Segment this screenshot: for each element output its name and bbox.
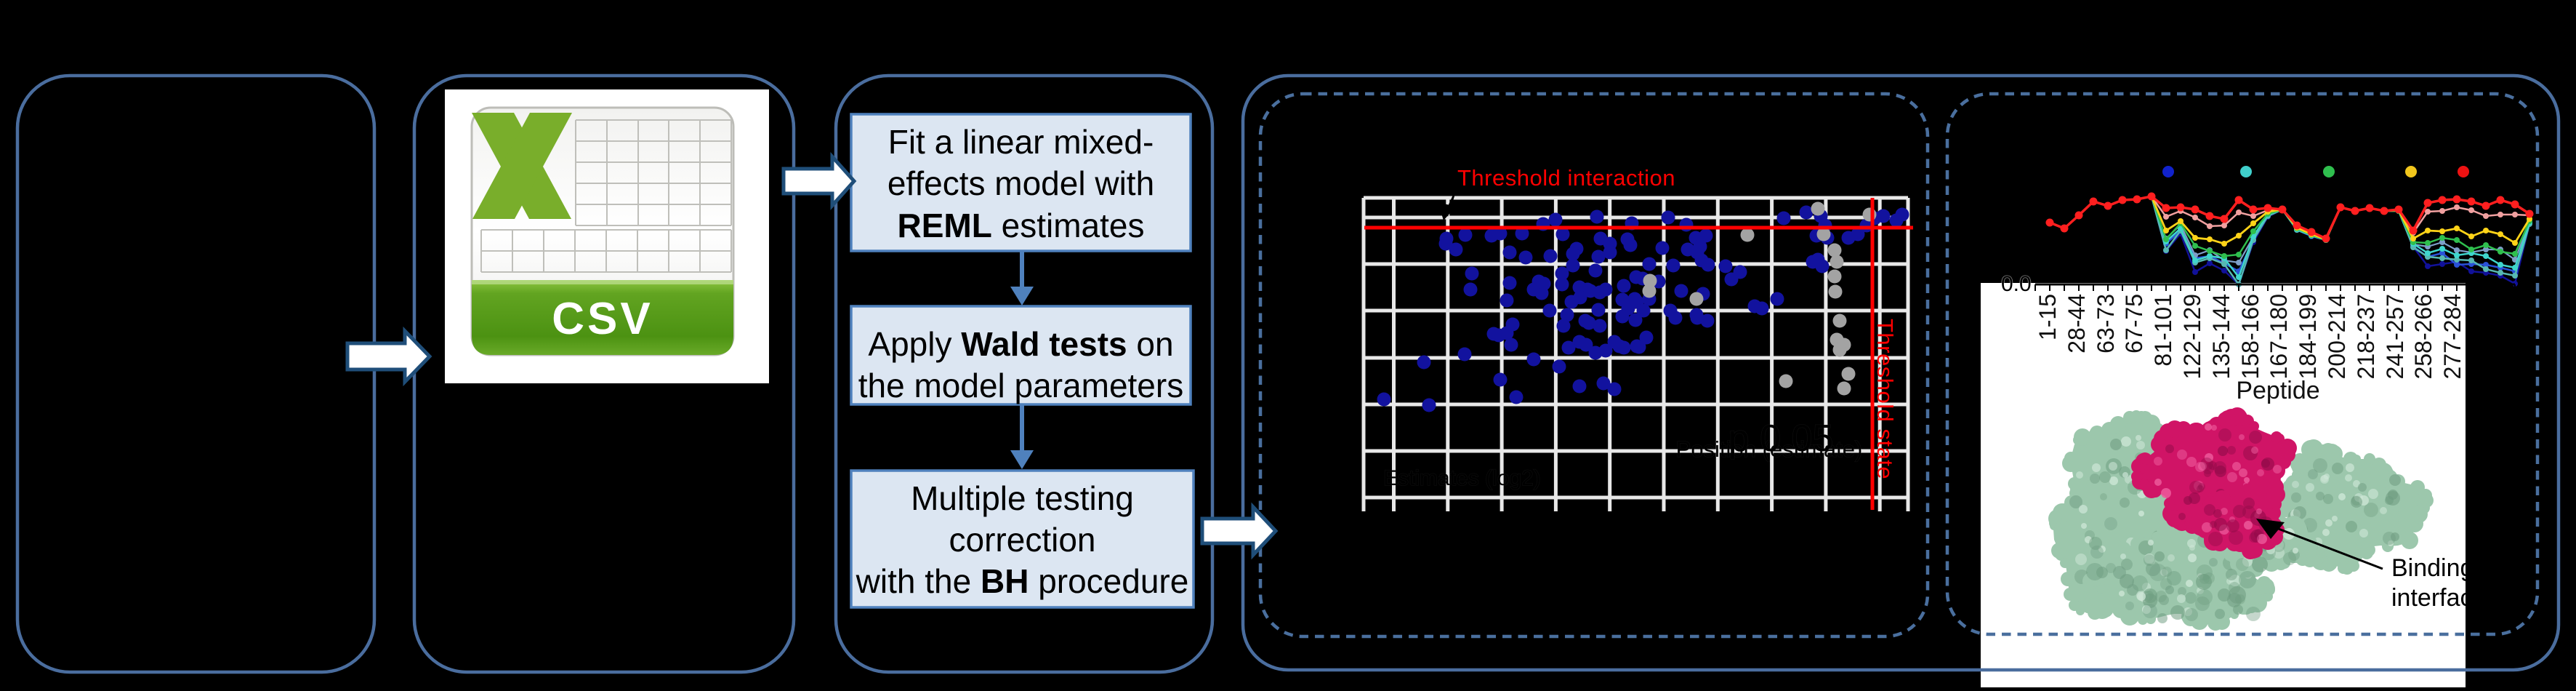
svg-text:184-199: 184-199 [2295, 294, 2321, 379]
svg-text:241-257: 241-257 [2382, 294, 2408, 379]
svg-text:Threshold state: Threshold state [1872, 319, 1898, 479]
svg-text:Fit a linear mixed-: Fit a linear mixed- [888, 123, 1154, 161]
svg-text:Peptide: Peptide [2236, 377, 2319, 404]
svg-text:67-75: 67-75 [2121, 294, 2147, 354]
svg-text:Multiple testing: Multiple testing [911, 479, 1134, 517]
svg-text:167-180: 167-180 [2266, 294, 2292, 379]
svg-text:200-214: 200-214 [2324, 294, 2350, 379]
svg-text:1-15: 1-15 [2034, 294, 2061, 340]
svg-text:158-166: 158-166 [2237, 294, 2263, 379]
svg-text:the model parameters: the model parameters [858, 367, 1183, 404]
svg-text:277-284: 277-284 [2439, 294, 2466, 379]
svg-text:122-129: 122-129 [2179, 294, 2205, 379]
svg-text:Apply Wald tests on: Apply Wald tests on [868, 325, 1173, 363]
svg-text:correction: correction [949, 521, 1096, 559]
svg-text:135-144: 135-144 [2208, 294, 2234, 379]
svg-text:Estimates (log2): Estimates (log2) [1383, 466, 1541, 490]
svg-text:CSV: CSV [552, 294, 653, 344]
svg-text:with the BH procedure: with the BH procedure [856, 562, 1189, 600]
svg-text:p 0 05: p 0 05 [1728, 418, 1834, 460]
svg-text:63-73: 63-73 [2093, 294, 2119, 354]
svg-text:0.0: 0.0 [2001, 272, 2032, 296]
svg-text:interface: interface [2391, 584, 2486, 612]
svg-text:258-266: 258-266 [2410, 294, 2436, 379]
svg-text:28-44: 28-44 [2064, 294, 2090, 354]
svg-text:218-237: 218-237 [2353, 294, 2379, 379]
svg-text:81-101: 81-101 [2150, 294, 2176, 367]
svg-text:effects model with: effects model with [887, 164, 1154, 202]
svg-text:Threshold interaction: Threshold interaction [1457, 165, 1675, 191]
svg-text:REML estimates: REML estimates [898, 207, 1145, 244]
svg-text:Binding: Binding [2391, 554, 2474, 582]
svg-text:Position (estimate): Position (estimate) [1676, 436, 1863, 462]
